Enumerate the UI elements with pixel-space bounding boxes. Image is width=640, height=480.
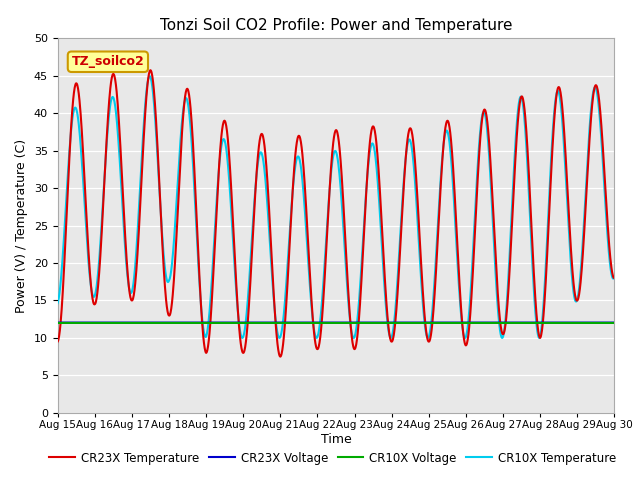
Legend: CR23X Temperature, CR23X Voltage, CR10X Voltage, CR10X Temperature: CR23X Temperature, CR23X Voltage, CR10X … [45,447,621,469]
Title: Tonzi Soil CO2 Profile: Power and Temperature: Tonzi Soil CO2 Profile: Power and Temper… [160,18,512,33]
Text: TZ_soilco2: TZ_soilco2 [72,55,144,68]
Y-axis label: Power (V) / Temperature (C): Power (V) / Temperature (C) [15,139,28,312]
X-axis label: Time: Time [321,432,351,445]
